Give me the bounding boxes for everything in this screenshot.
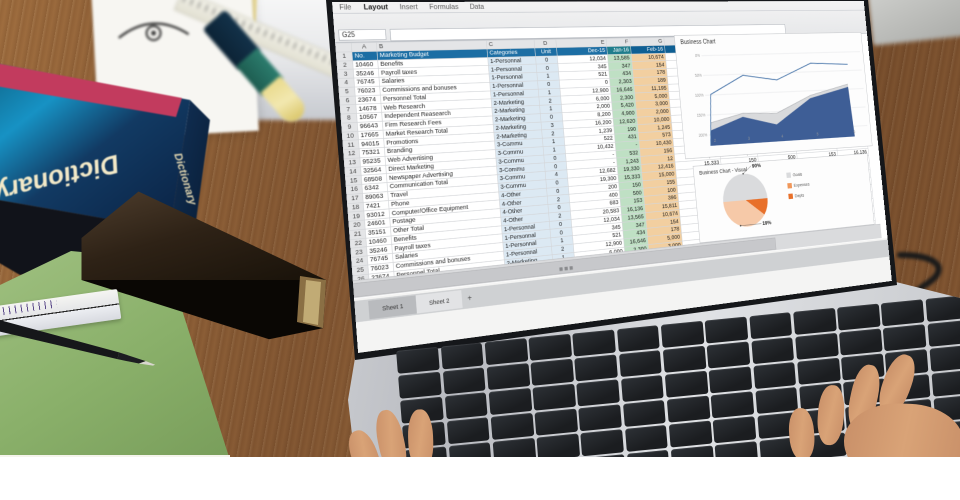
svg-text:6: 6 bbox=[853, 130, 855, 135]
svg-text:0%: 0% bbox=[695, 54, 701, 59]
svg-text:Depts: Depts bbox=[795, 193, 805, 199]
svg-text:150%: 150% bbox=[697, 113, 707, 118]
svg-text:90%: 90% bbox=[752, 163, 762, 169]
svg-text:50%: 50% bbox=[695, 73, 703, 78]
svg-text:Goals: Goals bbox=[793, 172, 803, 178]
svg-text:100%: 100% bbox=[695, 93, 705, 98]
svg-text:200%: 200% bbox=[698, 133, 708, 138]
svg-text:19%: 19% bbox=[762, 220, 772, 227]
svg-text:Expenses: Expenses bbox=[794, 182, 810, 188]
